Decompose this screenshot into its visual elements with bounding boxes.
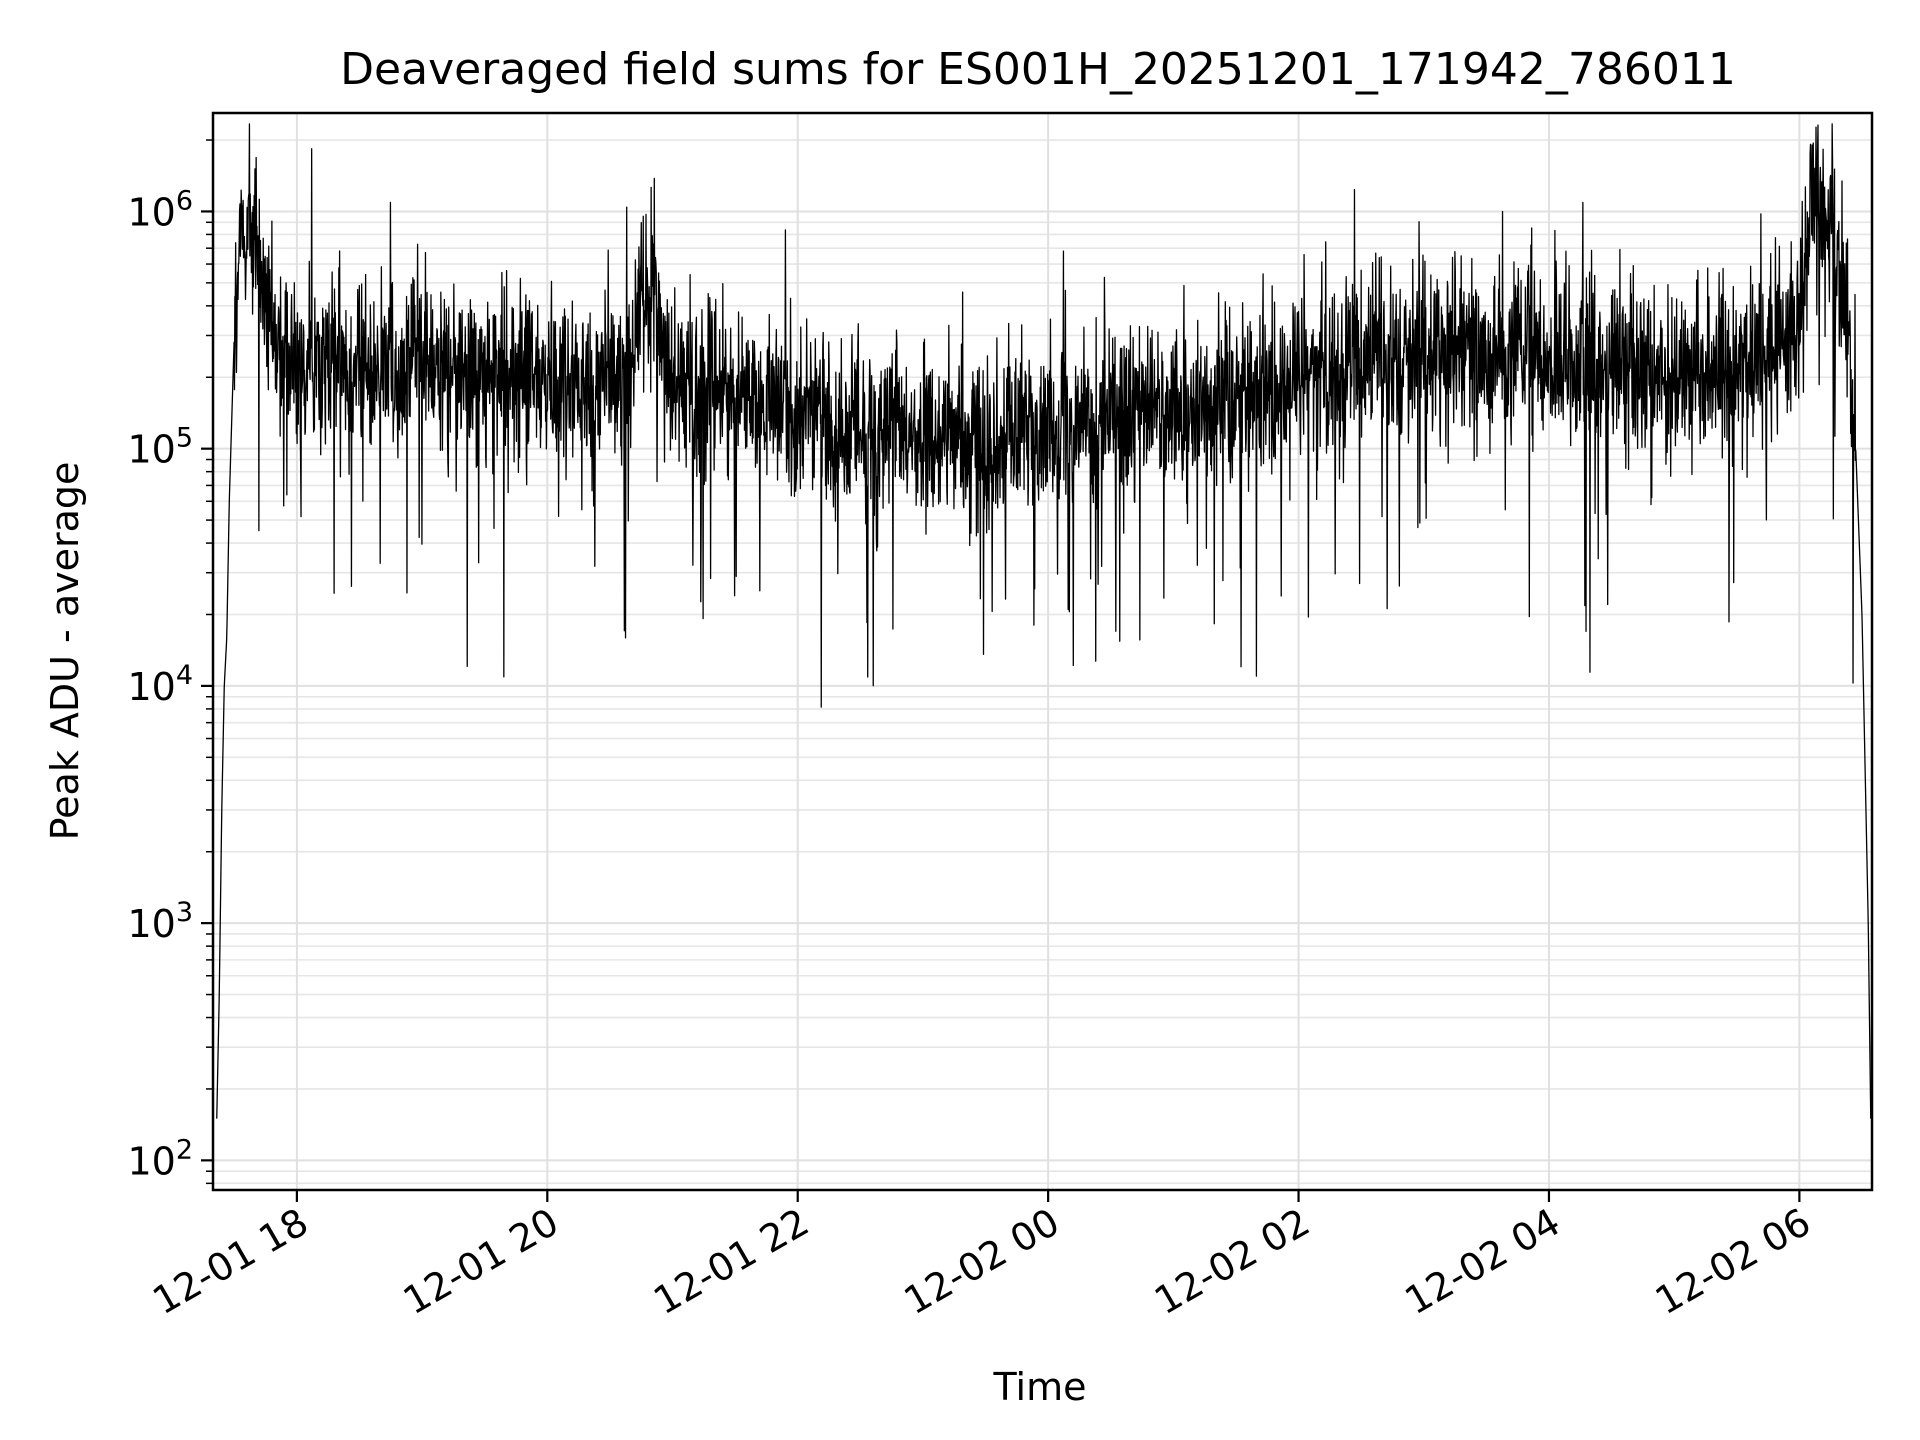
y-axis: 102 103 104 105 106 — [127, 139, 213, 1185]
plot-line — [216, 123, 1872, 1119]
x-tick-label: 12-02 06 — [1648, 1200, 1818, 1324]
y-tick-label: 106 — [127, 185, 193, 234]
chart-title: Deaveraged field sums for ES001H_2025120… — [340, 44, 1736, 95]
x-tick-label: 12-02 00 — [897, 1200, 1067, 1324]
y-tick-label: 103 — [127, 897, 193, 946]
x-tick-label: 12-02 02 — [1147, 1200, 1317, 1324]
y-tick-label: 105 — [127, 423, 193, 472]
x-tick-label: 12-01 20 — [396, 1200, 566, 1324]
series-line — [216, 123, 1872, 1119]
x-tick-label: 12-02 04 — [1397, 1200, 1567, 1324]
x-tick-label: 12-01 18 — [145, 1200, 315, 1324]
x-axis-label: Time — [993, 1365, 1087, 1409]
x-axis: 12-01 18 12-01 20 12-01 22 12-02 00 12-02 02… — [145, 1190, 1818, 1324]
x-tick-label: 12-01 22 — [646, 1200, 816, 1324]
y-tick-label: 104 — [127, 660, 193, 709]
plot-frame — [211, 111, 1874, 1192]
y-axis-label: Peak ADU - average — [43, 462, 87, 841]
y-tick-label: 102 — [127, 1134, 193, 1183]
grid — [213, 113, 1872, 1190]
